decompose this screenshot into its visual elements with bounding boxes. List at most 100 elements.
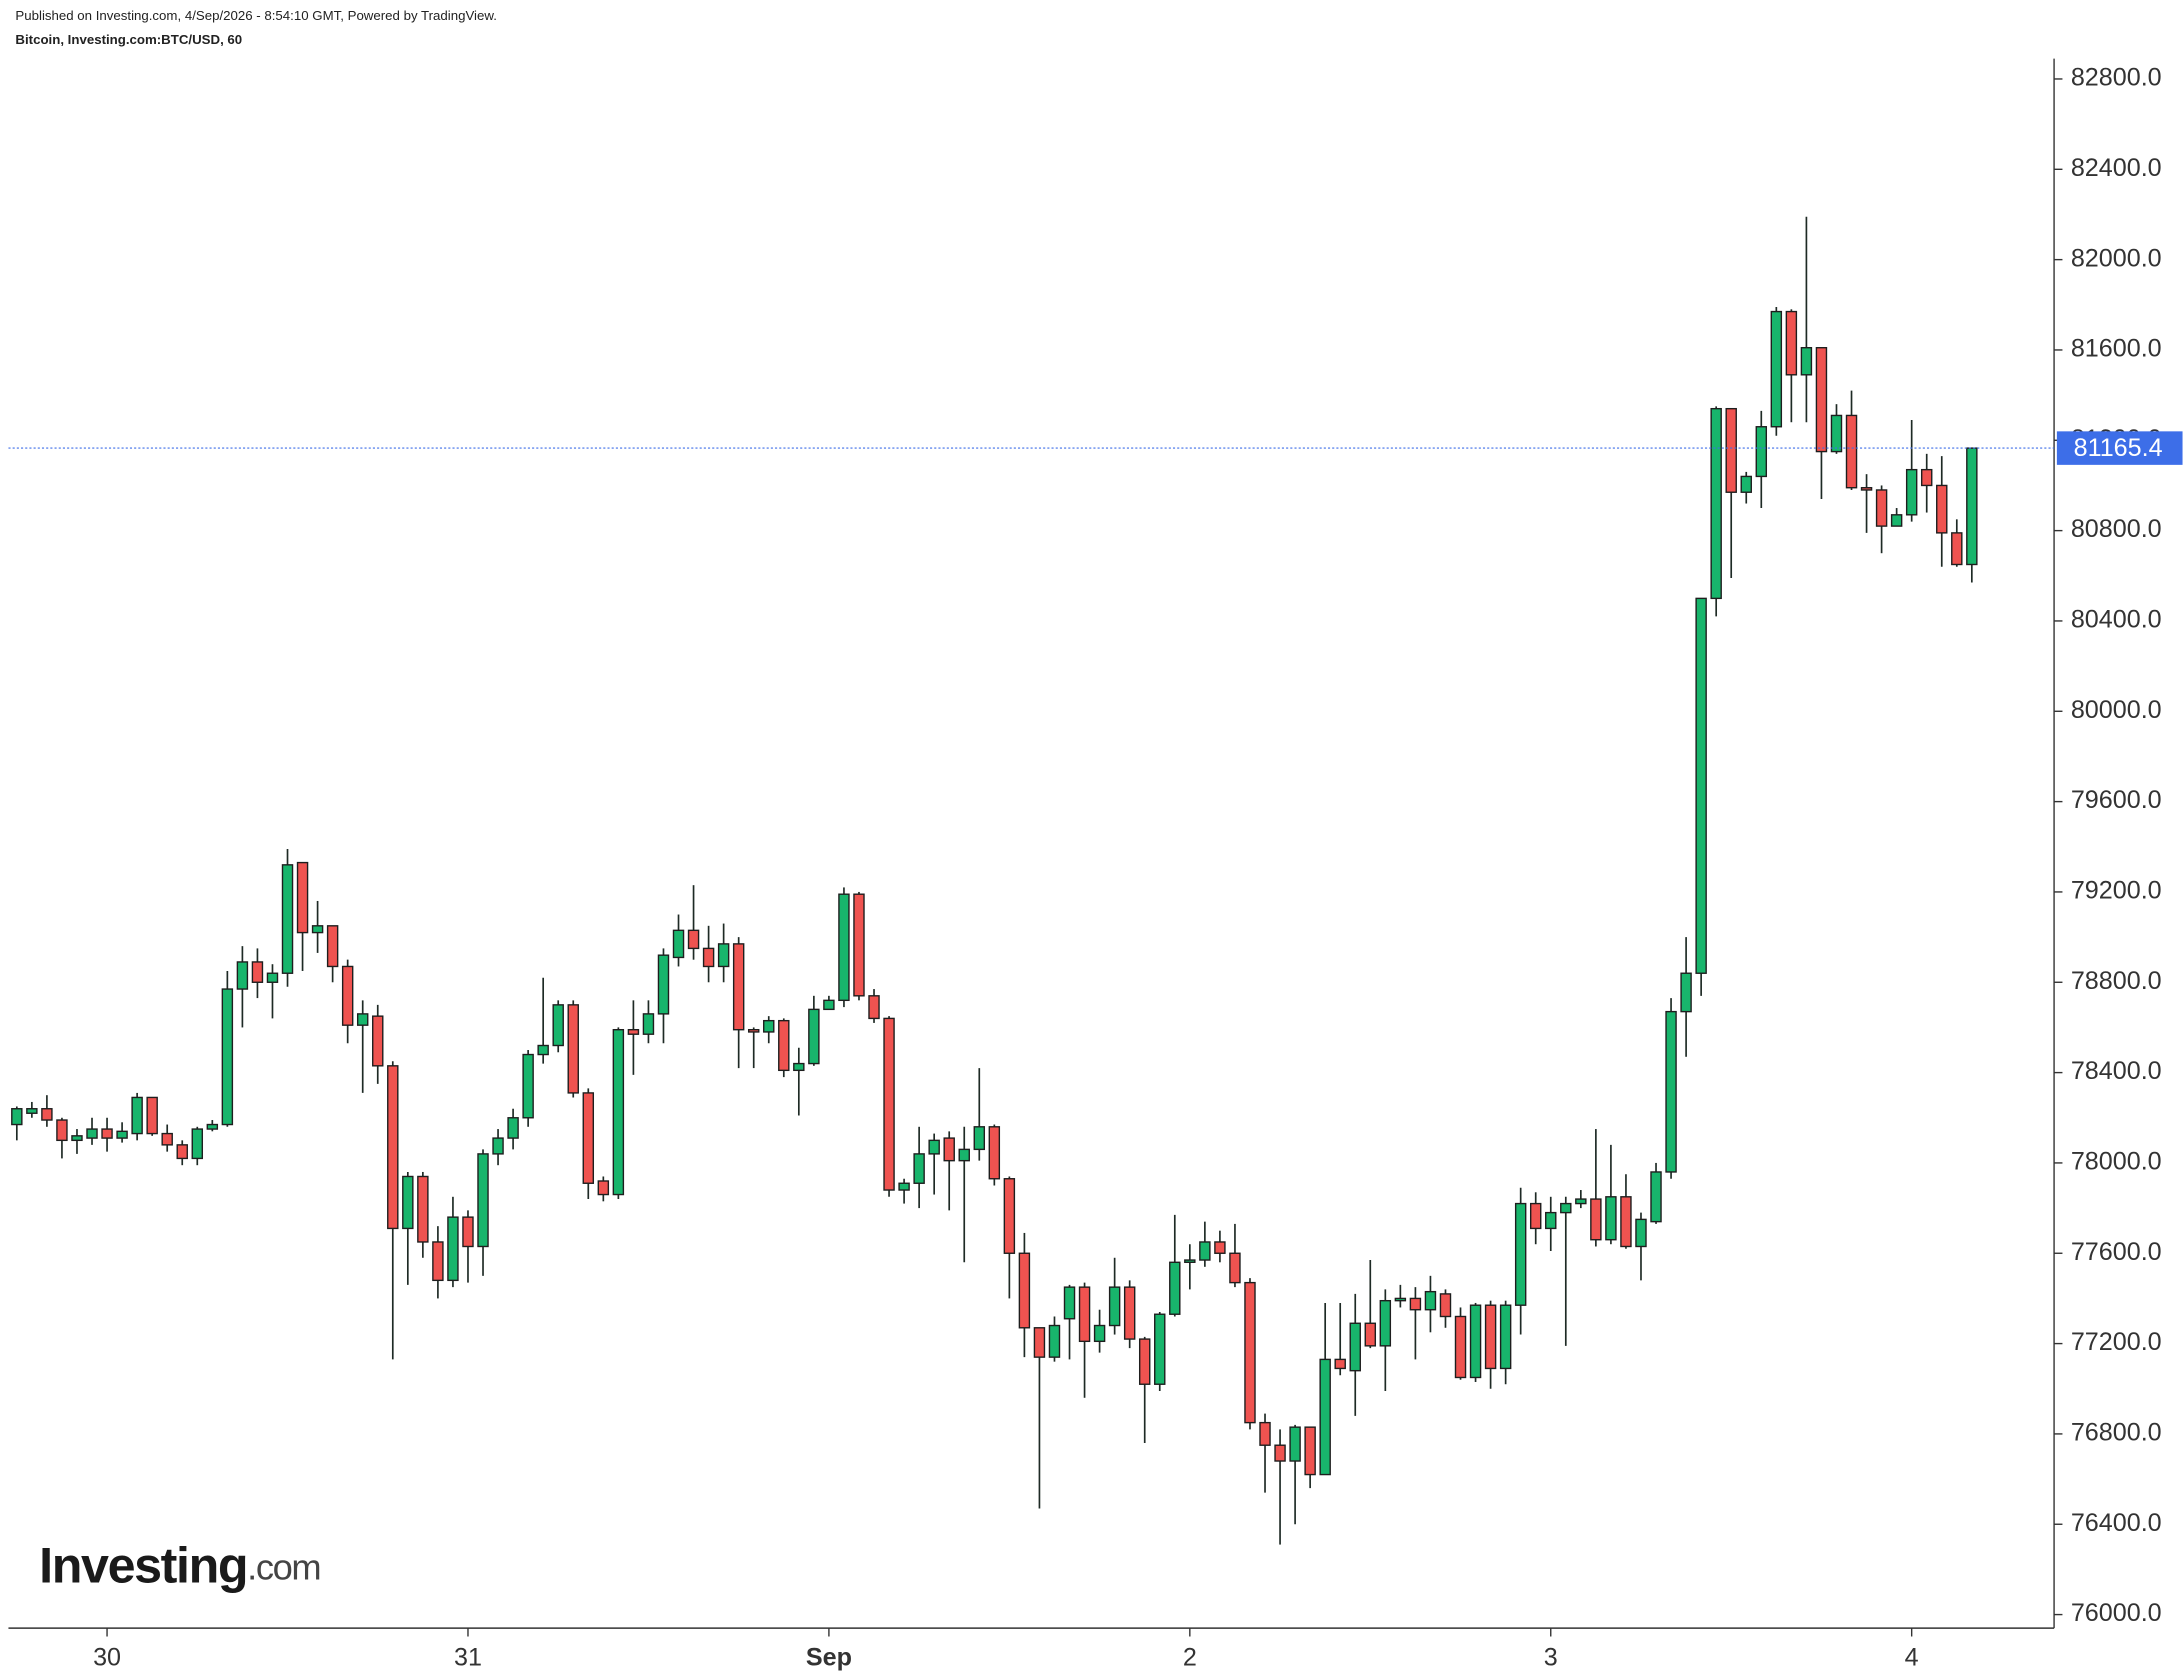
y-tick-label: 79600.0 — [2071, 786, 2162, 814]
candle-body — [1755, 426, 1768, 478]
y-tick-label: 79200.0 — [2071, 877, 2162, 905]
y-tick-label: 80800.0 — [2071, 515, 2162, 543]
candle-body — [492, 1137, 504, 1155]
candle-body — [793, 1062, 805, 1072]
candle-body — [507, 1117, 519, 1139]
candle-body — [447, 1216, 459, 1282]
instrument-label: Bitcoin, Investing.com:BTC/USD, 60 — [15, 32, 242, 47]
candle-body — [928, 1139, 940, 1155]
candle-body — [778, 1019, 790, 1072]
candle-body — [1484, 1304, 1497, 1370]
candle-body — [1650, 1171, 1662, 1223]
candle-body — [1830, 414, 1843, 453]
candle-body — [1845, 414, 1858, 489]
candle-body — [1003, 1178, 1016, 1254]
candle-body — [191, 1128, 204, 1160]
candle-body — [1214, 1241, 1226, 1254]
candle-body — [1063, 1286, 1076, 1320]
candle-body — [1740, 475, 1752, 493]
candle-body — [1123, 1286, 1136, 1340]
candle-body — [702, 947, 715, 968]
candle-body — [1304, 1426, 1316, 1476]
y-tick-label: 82800.0 — [2071, 64, 2162, 92]
candle-body — [988, 1126, 1001, 1180]
candle-body — [1590, 1198, 1602, 1241]
candle-body — [1289, 1426, 1301, 1462]
candle-body — [958, 1148, 970, 1162]
candle-body — [1890, 514, 1903, 527]
logo: Investing.com — [39, 1538, 321, 1594]
candle-body — [1093, 1324, 1106, 1343]
candle-body — [71, 1135, 83, 1142]
candle-body — [1665, 1010, 1677, 1173]
candle-body — [1695, 597, 1707, 974]
candle-body — [477, 1153, 489, 1248]
candle-body — [1409, 1297, 1422, 1311]
candle-body — [1905, 468, 1918, 516]
candle-body — [898, 1182, 910, 1191]
candle-body — [462, 1216, 474, 1248]
candle-body — [1605, 1196, 1617, 1241]
candle-body — [582, 1092, 595, 1184]
candle-body — [1635, 1218, 1647, 1248]
candle-body — [281, 864, 294, 974]
candle-body — [176, 1144, 188, 1160]
candle-body — [1078, 1286, 1091, 1343]
candle-body — [1454, 1315, 1467, 1379]
candle-body — [1620, 1196, 1632, 1248]
y-tick-label: 76000.0 — [2071, 1599, 2162, 1627]
candle-body — [1379, 1299, 1392, 1347]
candle-body — [1920, 468, 1933, 487]
candle-body — [86, 1128, 98, 1139]
candle-body — [913, 1153, 925, 1184]
published-note: Published on Investing.com, 4/Sep/2026 -… — [15, 8, 496, 23]
candle-body — [1033, 1327, 1046, 1358]
candle-body — [1680, 972, 1692, 1013]
candle-body — [1138, 1338, 1151, 1385]
candle-body — [1936, 484, 1948, 534]
candle-body — [1575, 1198, 1587, 1205]
x-tick-label: 31 — [454, 1643, 482, 1671]
candle-body — [101, 1128, 113, 1139]
candle-body — [973, 1126, 986, 1151]
candle-body — [868, 995, 880, 1020]
last-price-box — [2056, 431, 2183, 465]
candle-body — [1184, 1259, 1196, 1263]
candle-body — [372, 1015, 384, 1067]
candle-body — [146, 1096, 158, 1135]
x-tick-label: 2 — [1183, 1643, 1197, 1671]
candle-body — [296, 861, 309, 934]
candle-body — [1394, 1297, 1407, 1302]
candle-body — [1785, 310, 1798, 376]
candle-body — [221, 988, 234, 1126]
candle-body — [1018, 1252, 1031, 1329]
candle-body — [717, 943, 730, 968]
candle-body — [116, 1130, 128, 1139]
candle-body — [1244, 1281, 1256, 1424]
candle-body — [1349, 1322, 1361, 1372]
candle-body — [356, 1013, 369, 1026]
candle-body — [597, 1180, 610, 1196]
candle-body — [341, 965, 354, 1026]
candles — [11, 216, 1978, 1545]
candle-body — [1514, 1202, 1527, 1306]
y-tick-label: 76400.0 — [2071, 1509, 2162, 1537]
candle-body — [747, 1028, 760, 1033]
x-tick-label: Sep — [806, 1643, 852, 1671]
candle-body — [326, 925, 339, 968]
candle-body — [1229, 1252, 1241, 1284]
candle-body — [1875, 489, 1888, 527]
candle-body — [672, 929, 685, 959]
candle-body — [642, 1013, 655, 1035]
candle-body — [687, 929, 700, 950]
candle-body — [1319, 1358, 1331, 1476]
candle-body — [131, 1096, 143, 1135]
logo-suffix: .com — [247, 1546, 320, 1587]
candle-body — [1169, 1261, 1181, 1315]
candle-body — [1710, 407, 1722, 600]
candle-body — [853, 893, 865, 997]
candle-body — [1469, 1304, 1482, 1379]
candle-body — [1499, 1304, 1512, 1370]
candle-body — [1259, 1421, 1271, 1446]
